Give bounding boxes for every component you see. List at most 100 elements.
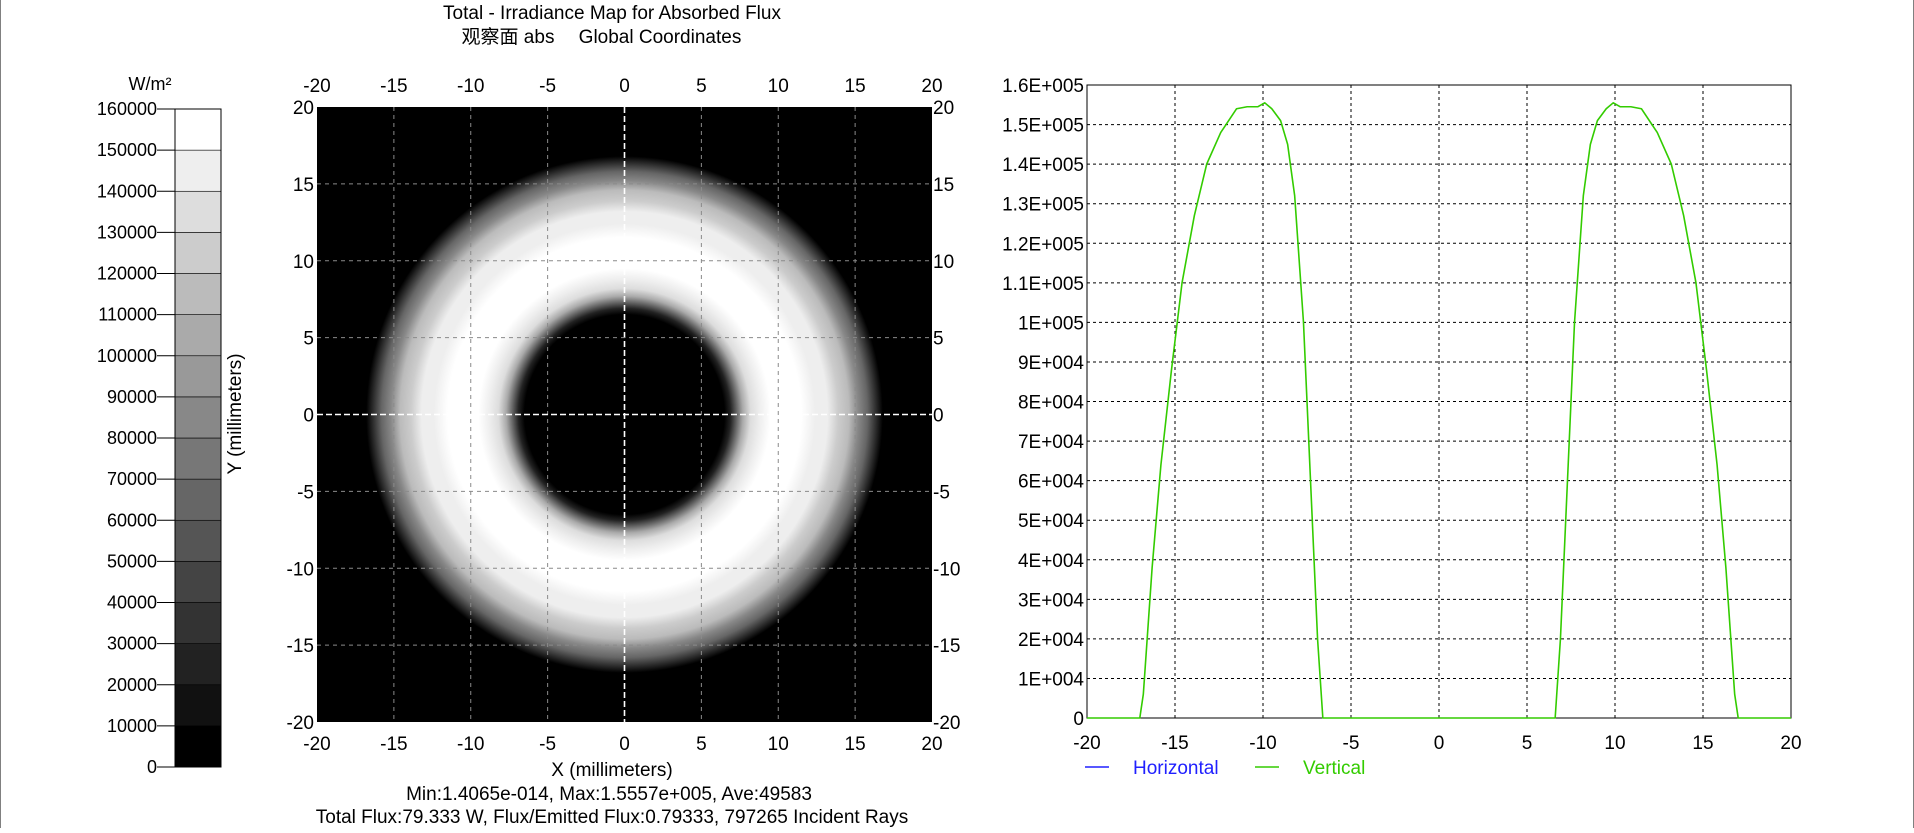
map-y-tick-left: -20 (287, 713, 314, 734)
profile-x-tick-label: -5 (1343, 733, 1360, 754)
profile-series (1087, 102, 1791, 719)
map-x-tick-bottom: 15 (845, 734, 866, 755)
profile-y-tick-label: 1.6E+005 (1002, 76, 1084, 97)
colorbar-band (174, 519, 222, 562)
map-x-tick-bottom: 20 (921, 734, 942, 755)
profile-y-tick-label: 6E+004 (1018, 472, 1084, 493)
map-y-tick-left: 10 (293, 252, 314, 273)
map-y-tick-left: -10 (287, 559, 314, 580)
colorbar-band (174, 437, 222, 480)
profile-y-tick-label: 8E+004 (1018, 393, 1084, 414)
map-x-tick-top: -15 (380, 76, 407, 97)
map-statistics: Min:1.4065e-014, Max:1.5557e+005, Ave:49… (406, 784, 812, 805)
profile-y-tick-label: 5E+004 (1018, 511, 1084, 532)
map-x-tick-top: 10 (768, 76, 789, 97)
map-x-tick-top: 20 (921, 76, 942, 97)
map-x-tick-top: -20 (303, 76, 330, 97)
map-x-tick-bottom: -5 (539, 734, 556, 755)
profile-series-vertical (1087, 102, 1791, 719)
map-y-tick-left: 20 (293, 98, 314, 119)
colorbar-band (174, 396, 222, 439)
map-x-tick-top: 0 (619, 76, 630, 97)
map-y-tick-right: -5 (933, 482, 950, 503)
colorbar-band (174, 314, 222, 357)
colorbar-tick-label: 0 (147, 757, 157, 777)
map-y-tick-right: 15 (933, 175, 954, 196)
map-y-tick-left: 15 (293, 175, 314, 196)
colorbar-band (174, 602, 222, 644)
colorbar-tick-label: 100000 (97, 346, 157, 366)
colorbar-tick-label: 90000 (107, 387, 157, 407)
colorbar-band (174, 643, 222, 686)
map-y-tick-right: -15 (933, 636, 960, 657)
colorbar-bands (174, 108, 222, 768)
colorbar-band (174, 190, 222, 233)
profile-y-tick-label: 1.1E+005 (1002, 274, 1084, 295)
profile-y-tick-label: 3E+004 (1018, 590, 1084, 611)
colorbar-band (174, 684, 222, 727)
colorbar-tick-label: 70000 (107, 469, 157, 489)
profile-y-tick-label: 1.2E+005 (1002, 234, 1084, 255)
colorbar-band (174, 108, 222, 151)
profile-y-tick-label: 4E+004 (1018, 551, 1084, 572)
profile-y-tick-label: 2E+004 (1018, 630, 1084, 651)
map-x-tick-top: -10 (457, 76, 484, 97)
profile-x-tick-label: 15 (1692, 733, 1713, 754)
colorbar-unit-label: W/m² (129, 74, 172, 94)
profile-y-tick-label: 1.4E+005 (1002, 155, 1084, 176)
colorbar-tick-label: 50000 (107, 551, 157, 571)
map-x-tick-top: 15 (845, 76, 866, 97)
colorbar-tick-label: 140000 (97, 181, 157, 201)
colorbar-ticks: 160000 150000 140000 130000 120000 110000 1000… (97, 99, 175, 777)
map-x-tick-bottom: -15 (380, 734, 407, 755)
colorbar-tick-label: 10000 (107, 716, 157, 736)
colorbar-tick-label: 120000 (97, 264, 157, 284)
profile-y-tick-label: 1.3E+005 (1002, 195, 1084, 216)
colorbar-tick-label: 40000 (107, 593, 157, 613)
map-flux-summary: Total Flux:79.333 W, Flux/Emitted Flux:0… (316, 807, 909, 828)
colorbar-band (174, 725, 222, 768)
legend-label-vertical: Vertical (1303, 758, 1365, 779)
profile-x-tick-label: 5 (1522, 733, 1533, 754)
map-grid (317, 107, 932, 722)
map-y-tick-right: 5 (933, 329, 944, 350)
colorbar-band (174, 149, 222, 192)
map-x-tick-bottom: -10 (457, 734, 484, 755)
colorbar: W/m² 160000 150000 140000 130000 120000 11000… (97, 74, 222, 777)
profile-y-tick-label: 1E+005 (1018, 313, 1084, 334)
colorbar-band (174, 561, 222, 603)
map-y-tick-right: 0 (933, 406, 944, 427)
colorbar-band (174, 478, 222, 521)
profile-y-tick-label: 7E+004 (1018, 432, 1084, 453)
profile-y-tick-label: 9E+004 (1018, 353, 1084, 374)
profile-y-tick-label: 1.5E+005 (1002, 116, 1084, 137)
map-x-tick-bottom: -20 (303, 734, 330, 755)
colorbar-tick-label: 130000 (97, 222, 157, 242)
profile-x-tick-label: -10 (1249, 733, 1276, 754)
map-y-tick-right: -20 (933, 713, 960, 734)
map-y-axis-label: Y (millimeters) (225, 353, 246, 474)
map-y-tick-left: -5 (297, 482, 314, 503)
coordinates-label: Global Coordinates (579, 27, 742, 48)
colorbar-band (174, 273, 222, 315)
colorbar-tick-label: 80000 (107, 428, 157, 448)
map-tick-labels: -20-20-20 -20-15-15-15 -15-10-10-10 -10-5-5… (287, 76, 961, 755)
profile-chart: -20 -15 -10 -5 0 5 10 15 20 0 1E+004 2E+004 3E+004 4E… (1002, 76, 1801, 779)
map-y-tick-right: 10 (933, 252, 954, 273)
colorbar-tick-label: 160000 (97, 99, 157, 119)
map-x-tick-top: -5 (539, 76, 556, 97)
colorbar-tick-label: 20000 (107, 675, 157, 695)
map-x-tick-bottom: 5 (696, 734, 707, 755)
colorbar-band (174, 355, 222, 398)
profile-y-tick-label: 0 (1073, 709, 1084, 730)
profile-x-tick-label: 0 (1434, 733, 1445, 754)
profile-tick-labels: -20 -15 -10 -5 0 5 10 15 20 0 1E+004 2E+004 3E+004 4E… (1002, 76, 1801, 754)
profile-x-tick-label: -20 (1073, 733, 1100, 754)
colorbar-tick-label: 150000 (97, 140, 157, 160)
irradiance-map: -20-20-20 -20-15-15-15 -15-10-10-10 -10-5-5… (225, 76, 960, 828)
map-y-tick-right: 20 (933, 98, 954, 119)
profile-x-tick-label: 20 (1780, 733, 1801, 754)
chart-title: Total - Irradiance Map for Absorbed Flux (443, 3, 781, 24)
legend-label-horizontal: Horizontal (1133, 758, 1219, 779)
